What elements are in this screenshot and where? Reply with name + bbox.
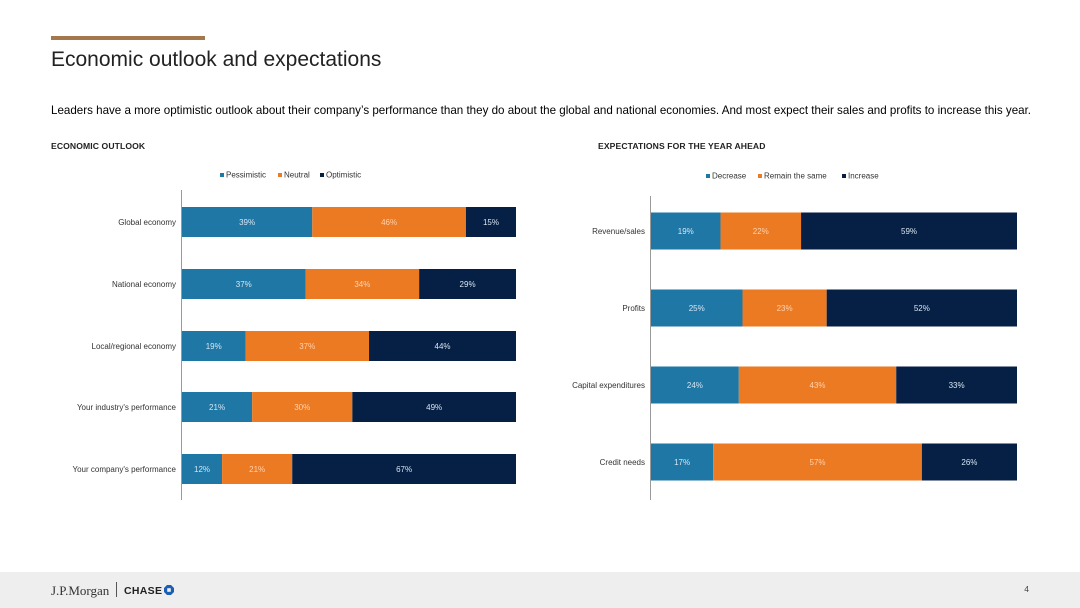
data-label-outlook-3-2: 49% [426,403,442,412]
data-label-outlook-3-1: 30% [294,403,310,412]
legend-swatch-outlook-0 [220,173,224,177]
data-label-expectations-2-0: 24% [687,381,703,390]
legend-swatch-expectations-0 [706,174,710,178]
legend-label-outlook-1: Neutral [284,171,310,180]
category-label-outlook-0: Global economy [118,218,176,227]
data-label-expectations-1-0: 25% [689,304,705,313]
page-number: 4 [1024,584,1029,594]
category-label-outlook-3: Your industry's performance [77,403,177,412]
data-label-outlook-1-2: 29% [460,280,476,289]
data-label-outlook-1-1: 34% [354,280,370,289]
data-label-outlook-0-2: 15% [483,218,499,227]
data-label-expectations-1-2: 52% [914,304,930,313]
data-label-outlook-4-1: 21% [249,465,265,474]
legend-swatch-outlook-1 [278,173,282,177]
footer: J.P.Morgan CHASE 4 [0,572,1080,608]
category-label-expectations-0: Revenue/sales [592,227,645,236]
data-label-expectations-3-0: 17% [674,458,690,467]
legend-swatch-expectations-1 [758,174,762,178]
data-label-outlook-2-1: 37% [299,342,315,351]
category-label-outlook-2: Local/regional economy [92,342,177,351]
logo-divider [116,582,117,597]
category-label-expectations-1: Profits [622,304,645,313]
data-label-outlook-0-0: 39% [239,218,255,227]
data-label-expectations-1-1: 23% [777,304,793,313]
data-label-expectations-0-2: 59% [901,227,917,236]
data-label-outlook-3-0: 21% [209,403,225,412]
jpmorgan-logo: J.P.Morgan [51,583,109,599]
legend-label-outlook-0: Pessimistic [226,171,266,180]
chase-logo: CHASE [124,585,162,597]
data-label-expectations-3-1: 57% [810,458,826,467]
legend-label-expectations-2: Increase [848,172,879,181]
legend-label-expectations-1: Remain the same [764,172,827,181]
charts-canvas: Pessimistic Neutral Optimistic 39% 46% 15% Glo… [0,0,1080,572]
data-label-outlook-1-0: 37% [236,280,252,289]
legend-swatch-expectations-2 [842,174,846,178]
legend-label-expectations-0: Decrease [712,172,747,181]
category-label-expectations-3: Credit needs [600,458,645,467]
data-label-expectations-0-1: 22% [753,227,769,236]
legend-swatch-outlook-2 [320,173,324,177]
category-label-expectations-2: Capital expenditures [572,381,645,390]
category-label-outlook-1: National economy [112,280,176,289]
data-label-outlook-0-1: 46% [381,218,397,227]
data-label-outlook-2-0: 19% [206,342,222,351]
data-label-outlook-4-0: 12% [194,465,210,474]
data-label-expectations-0-0: 19% [678,227,694,236]
data-label-expectations-3-2: 26% [961,458,977,467]
chase-octagon-icon [164,585,174,595]
data-label-outlook-2-2: 44% [435,342,451,351]
category-label-outlook-4: Your company's performance [72,465,176,474]
data-label-expectations-2-1: 43% [810,381,826,390]
data-label-outlook-4-2: 67% [396,465,412,474]
legend-label-outlook-2: Optimistic [326,171,361,180]
data-label-expectations-2-2: 33% [949,381,965,390]
